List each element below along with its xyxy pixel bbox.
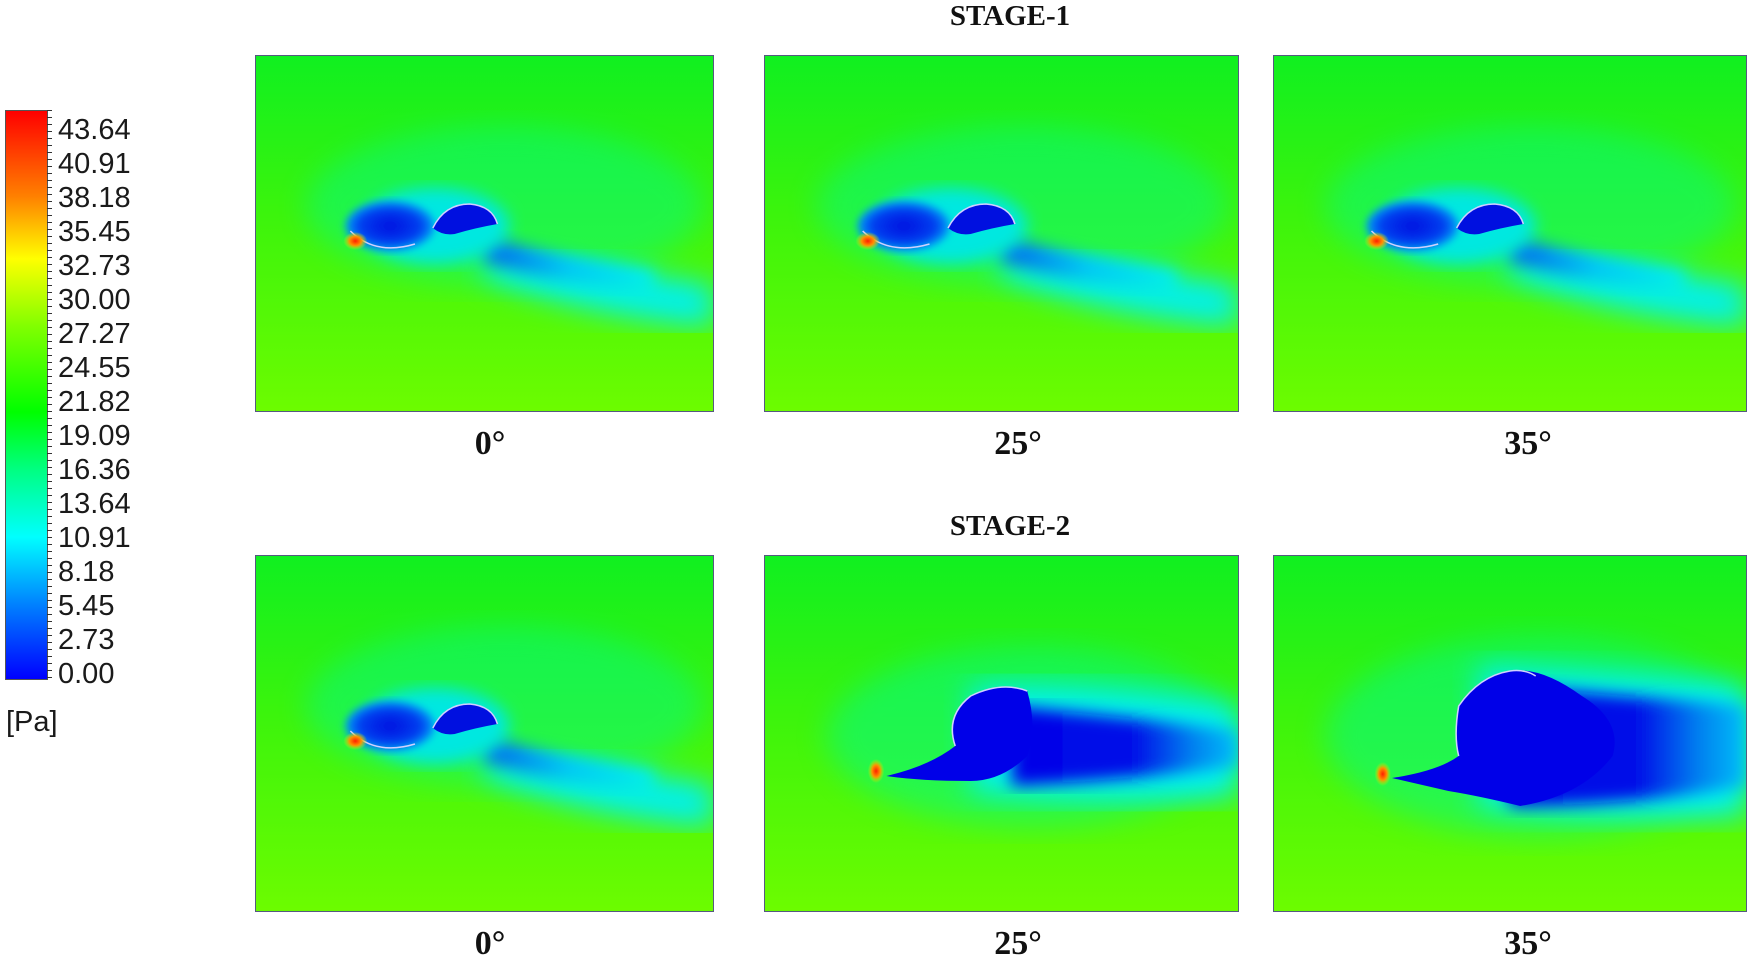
colorbar-tick-label: 38.18 <box>58 182 131 214</box>
contour-panel-stage1-25deg <box>764 55 1239 412</box>
contour-panel-stage1-35deg <box>1273 55 1747 412</box>
stage-2-title: STAGE-2 <box>949 510 1071 542</box>
colorbar-tick-label: 5.45 <box>58 590 115 622</box>
contour-panel-stage1-0deg <box>255 55 714 412</box>
angle-label: 35° <box>1504 925 1552 962</box>
contour-panel-stage2-35deg <box>1273 555 1747 912</box>
stage-1-title: STAGE-1 <box>949 0 1071 32</box>
colorbar-ticks <box>47 110 52 678</box>
colorbar-tick-label: 43.64 <box>58 114 131 146</box>
angle-label: 0° <box>474 425 506 462</box>
angle-label: 35° <box>1504 425 1552 462</box>
angle-label: 0° <box>474 925 506 962</box>
colorbar-tick-label: 21.82 <box>58 386 131 418</box>
colorbar-tick-label: 40.91 <box>58 148 131 180</box>
angle-label: 25° <box>994 925 1042 962</box>
colorbar-tick-label: 24.55 <box>58 352 131 384</box>
colorbar-tick-label: 32.73 <box>58 250 131 282</box>
colorbar-tick-label: 2.73 <box>58 624 115 656</box>
colorbar-tick-label: 10.91 <box>58 522 131 554</box>
contour-panel-stage2-0deg <box>255 555 714 912</box>
colorbar-tick-label: 27.27 <box>58 318 131 350</box>
colorbar-tick-label: 13.64 <box>58 488 131 520</box>
colorbar-tick-label: 8.18 <box>58 556 115 588</box>
colorbar-tick-label: 35.45 <box>58 216 131 248</box>
colorbar-tick-label: 16.36 <box>58 454 131 486</box>
angle-label: 25° <box>994 425 1042 462</box>
colorbar-tick-label: 0.00 <box>58 658 115 690</box>
contour-panel-stage2-25deg <box>764 555 1239 912</box>
colorbar-unit: [Pa] <box>6 706 58 738</box>
colorbar <box>5 110 48 680</box>
colorbar-tick-label: 19.09 <box>58 420 131 452</box>
colorbar-tick-label: 30.00 <box>58 284 131 316</box>
